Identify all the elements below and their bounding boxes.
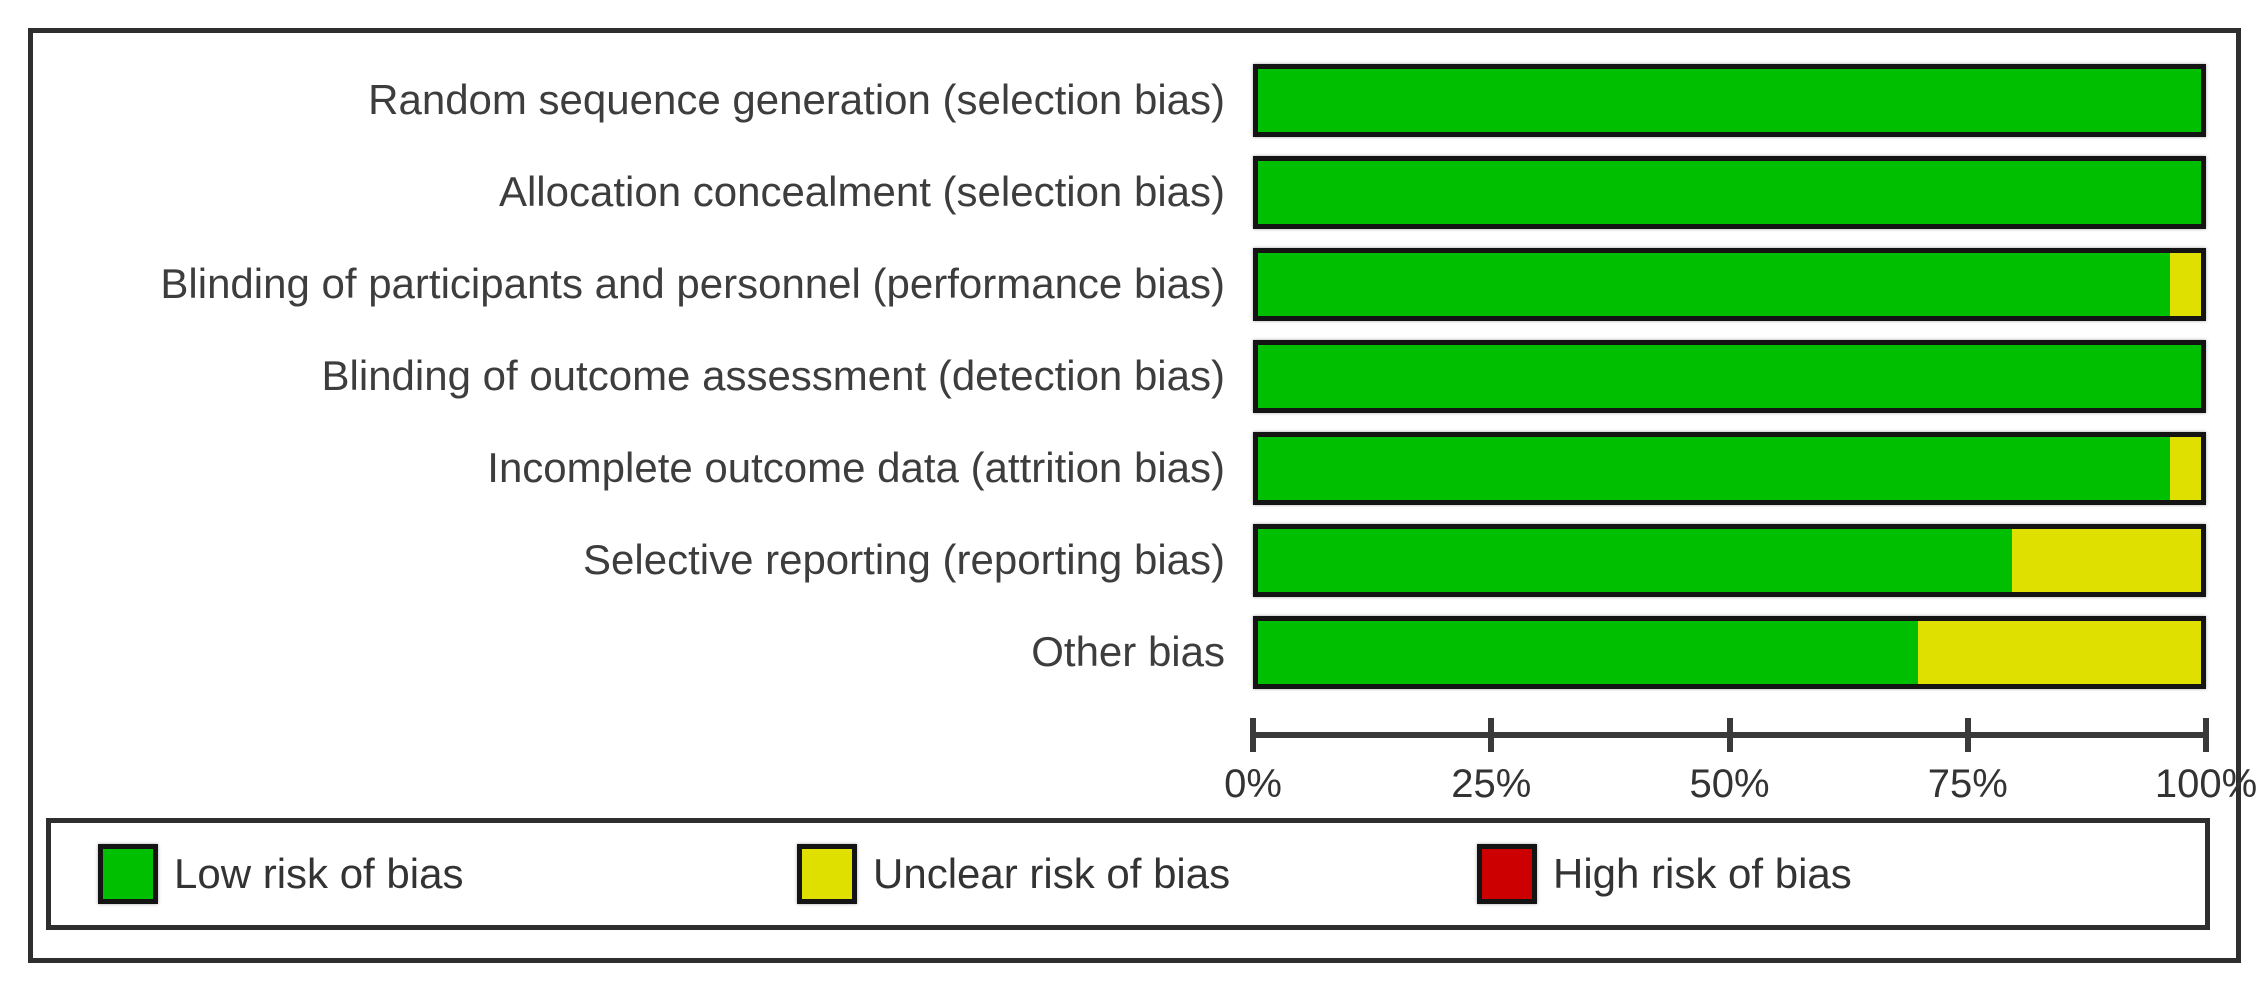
legend-swatch-unclear-risk xyxy=(797,844,857,904)
x-axis-tick-label: 50% xyxy=(1689,762,1770,806)
x-axis-tick-label: 25% xyxy=(1451,762,1532,806)
legend-label: Unclear risk of bias xyxy=(873,850,1231,897)
legend-item: Unclear risk of bias xyxy=(797,823,1230,925)
bar-segment-low-risk xyxy=(1258,620,1919,684)
bar-segment-low-risk xyxy=(1258,68,2201,132)
stacked-bar xyxy=(1253,63,2206,137)
chart-row: Allocation concealment (selection bias) xyxy=(33,146,2236,238)
bar-segment-low-risk xyxy=(1258,160,2201,224)
legend-item: High risk of bias xyxy=(1477,823,1852,925)
legend-swatch-high-risk xyxy=(1477,844,1537,904)
bar-segment-unclear-risk xyxy=(2169,252,2201,316)
bar-segment-low-risk xyxy=(1258,252,2170,316)
x-axis-tick-label: 0% xyxy=(1224,762,1282,806)
legend-label: Low risk of bias xyxy=(174,850,464,897)
legend-swatch-low-risk xyxy=(98,844,158,904)
x-axis-tick-label: 100% xyxy=(2154,762,2258,806)
x-axis-tick xyxy=(1726,718,1733,752)
x-axis-tick-label: 75% xyxy=(1927,762,2008,806)
row-label: Selective reporting (reporting bias) xyxy=(583,536,1225,583)
bar-segment-low-risk xyxy=(1258,436,2170,500)
x-axis-tick xyxy=(1488,718,1495,752)
legend-box: Low risk of bias Unclear risk of bias High… xyxy=(46,818,2210,930)
chart-row: Blinding of outcome assessment (detectio… xyxy=(33,330,2236,422)
bar-segment-unclear-risk xyxy=(2169,436,2201,500)
bar-segment-unclear-risk xyxy=(2012,528,2201,592)
x-axis-tick xyxy=(2203,718,2209,752)
stacked-bar xyxy=(1253,155,2206,229)
stacked-bar xyxy=(1253,615,2206,689)
bar-segment-low-risk xyxy=(1258,528,2013,592)
stacked-bar xyxy=(1253,339,2206,413)
x-axis-tick xyxy=(1964,718,1971,752)
chart-row: Selective reporting (reporting bias) xyxy=(33,514,2236,606)
chart-row: Random sequence generation (selection bi… xyxy=(33,54,2236,146)
row-label: Other bias xyxy=(1031,628,1225,675)
chart-rows: Random sequence generation (selection bi… xyxy=(33,54,2236,698)
legend-label: High risk of bias xyxy=(1553,850,1852,897)
stacked-bar xyxy=(1253,247,2206,321)
bar-segment-unclear-risk xyxy=(1918,620,2201,684)
row-label: Blinding of outcome assessment (detectio… xyxy=(321,352,1225,399)
stacked-bar xyxy=(1253,523,2206,597)
x-axis: 0% 25% 50% 75% 100% xyxy=(1224,718,2257,843)
row-label: Blinding of participants and personnel (… xyxy=(160,260,1225,307)
row-label: Allocation concealment (selection bias) xyxy=(498,168,1225,215)
x-axis-tick xyxy=(1250,718,1256,752)
chart-row: Blinding of participants and personnel (… xyxy=(33,238,2236,330)
row-label: Random sequence generation (selection bi… xyxy=(368,76,1225,123)
chart-row: Other bias xyxy=(33,606,2236,698)
bar-segment-low-risk xyxy=(1258,344,2201,408)
stacked-bar xyxy=(1253,431,2206,505)
figure-border-frame: Random sequence generation (selection bi… xyxy=(28,28,2257,963)
chart-row: Incomplete outcome data (attrition bias) xyxy=(33,422,2236,514)
row-label: Incomplete outcome data (attrition bias) xyxy=(487,444,1225,491)
legend-item: Low risk of bias xyxy=(98,823,463,925)
